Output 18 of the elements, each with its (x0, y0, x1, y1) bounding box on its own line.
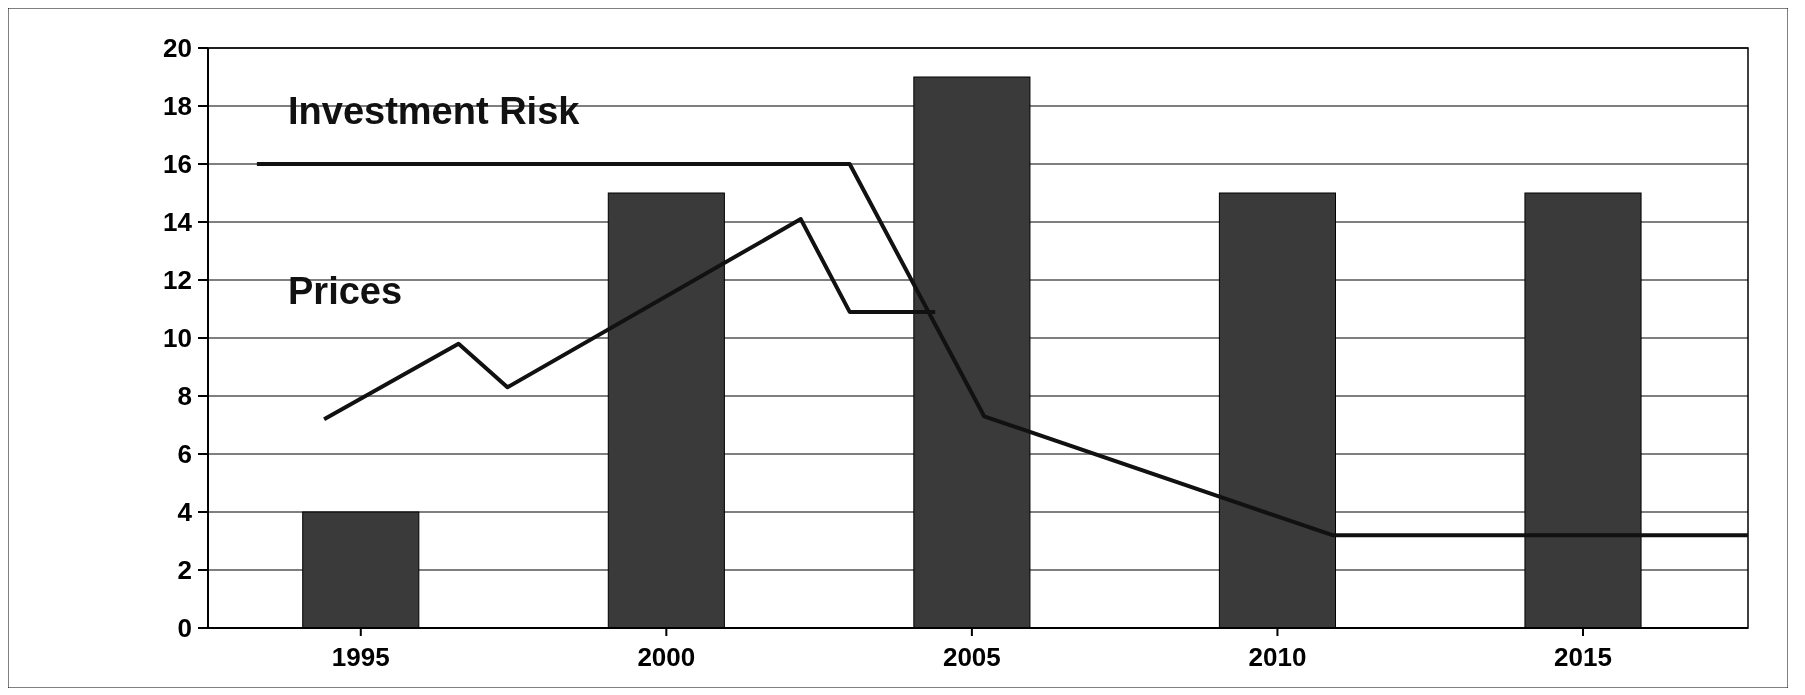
y-tick-label: 2 (177, 555, 192, 586)
y-tick-label: 16 (163, 149, 192, 180)
y-tick-label: 4 (177, 497, 193, 528)
series-label: Prices (288, 269, 403, 312)
x-tick-label: 2015 (1554, 642, 1612, 672)
y-tick-label: 20 (163, 33, 192, 64)
y-tick-label: 14 (163, 207, 193, 238)
y-tick-label: 0 (177, 613, 192, 644)
x-tick-label: 2005 (942, 642, 1001, 672)
y-tick-label: 10 (163, 323, 192, 354)
y-tick-label: 8 (177, 381, 192, 412)
series-label: Investment Risk (288, 90, 581, 132)
y-tick-label: 12 (163, 265, 192, 296)
x-tick-label: 1995 (331, 642, 390, 672)
y-tick-label: 18 (163, 91, 192, 122)
x-tick-label: 2000 (637, 642, 696, 672)
x-tick-label: 2010 (1248, 642, 1307, 672)
y-tick-label: 6 (177, 439, 192, 470)
